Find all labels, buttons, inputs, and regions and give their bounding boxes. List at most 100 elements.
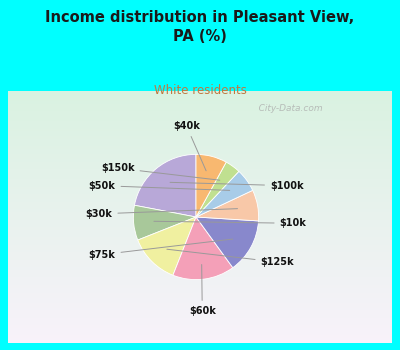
Bar	[8, 225, 392, 227]
Bar	[8, 131, 392, 134]
Text: $40k: $40k	[173, 121, 206, 171]
Bar	[8, 217, 392, 219]
Bar	[8, 139, 392, 141]
Bar	[8, 152, 392, 154]
Wedge shape	[196, 154, 226, 217]
Text: $50k: $50k	[89, 181, 230, 191]
Text: $10k: $10k	[154, 218, 306, 228]
Bar	[8, 313, 392, 315]
Bar	[8, 114, 392, 116]
Bar	[8, 187, 392, 189]
Wedge shape	[138, 217, 196, 275]
Bar	[8, 308, 392, 310]
Bar	[8, 108, 392, 111]
Bar	[8, 237, 392, 240]
Wedge shape	[196, 217, 258, 268]
Text: $100k: $100k	[170, 181, 304, 191]
Bar	[8, 242, 392, 245]
Bar	[8, 230, 392, 232]
Bar	[8, 288, 392, 290]
Bar	[8, 300, 392, 303]
Bar	[8, 240, 392, 242]
Bar	[8, 232, 392, 234]
Bar	[8, 315, 392, 318]
Bar	[8, 234, 392, 237]
Bar	[8, 215, 392, 217]
Bar	[8, 222, 392, 225]
Wedge shape	[133, 205, 196, 240]
Bar	[8, 262, 392, 265]
Bar	[8, 326, 392, 328]
Bar	[8, 96, 392, 99]
Text: White residents: White residents	[154, 84, 246, 97]
Bar	[8, 134, 392, 136]
Bar	[8, 323, 392, 326]
Bar	[8, 121, 392, 124]
Bar	[8, 192, 392, 194]
Bar	[8, 182, 392, 184]
Bar	[8, 149, 392, 152]
Bar	[8, 278, 392, 280]
Bar	[8, 335, 392, 338]
Bar	[8, 93, 392, 96]
Bar	[8, 162, 392, 164]
Text: $60k: $60k	[189, 265, 216, 316]
Wedge shape	[196, 162, 239, 217]
Bar	[8, 333, 392, 335]
Bar	[8, 305, 392, 308]
Bar	[8, 159, 392, 162]
Bar	[8, 129, 392, 131]
Bar	[8, 167, 392, 169]
Bar	[8, 189, 392, 192]
Bar	[8, 144, 392, 146]
Bar	[8, 285, 392, 288]
Bar	[8, 204, 392, 207]
Bar	[8, 111, 392, 114]
Bar	[8, 184, 392, 187]
Bar	[8, 154, 392, 156]
Bar	[8, 275, 392, 278]
Bar	[8, 290, 392, 293]
Bar	[8, 106, 392, 108]
Bar	[8, 172, 392, 174]
Bar	[8, 209, 392, 212]
Bar	[8, 219, 392, 222]
Bar	[8, 169, 392, 171]
Bar	[8, 124, 392, 126]
Bar	[8, 179, 392, 182]
Wedge shape	[173, 217, 233, 280]
Bar	[8, 119, 392, 121]
Bar	[8, 338, 392, 341]
Bar	[8, 295, 392, 298]
Bar	[8, 250, 392, 252]
Bar	[8, 318, 392, 320]
Bar	[8, 252, 392, 255]
Text: Income distribution in Pleasant View,
PA (%): Income distribution in Pleasant View, PA…	[45, 10, 355, 44]
Bar	[8, 136, 392, 139]
Bar	[8, 146, 392, 149]
Text: $30k: $30k	[86, 209, 238, 219]
Bar	[8, 212, 392, 215]
Bar	[8, 116, 392, 119]
Bar	[8, 177, 392, 179]
Bar	[8, 320, 392, 323]
Bar	[8, 247, 392, 250]
Bar	[8, 328, 392, 330]
Bar	[8, 141, 392, 144]
Bar	[8, 257, 392, 260]
Bar	[8, 164, 392, 167]
Bar	[8, 199, 392, 202]
Text: $150k: $150k	[101, 163, 220, 180]
Bar	[8, 260, 392, 262]
Bar	[8, 255, 392, 257]
Bar	[8, 293, 392, 295]
Bar	[8, 265, 392, 267]
Bar	[8, 227, 392, 230]
Bar	[8, 330, 392, 333]
Bar	[8, 272, 392, 275]
Bar	[8, 245, 392, 247]
Bar	[8, 156, 392, 159]
Text: $75k: $75k	[89, 239, 233, 260]
Bar	[8, 126, 392, 129]
Bar	[8, 91, 392, 93]
